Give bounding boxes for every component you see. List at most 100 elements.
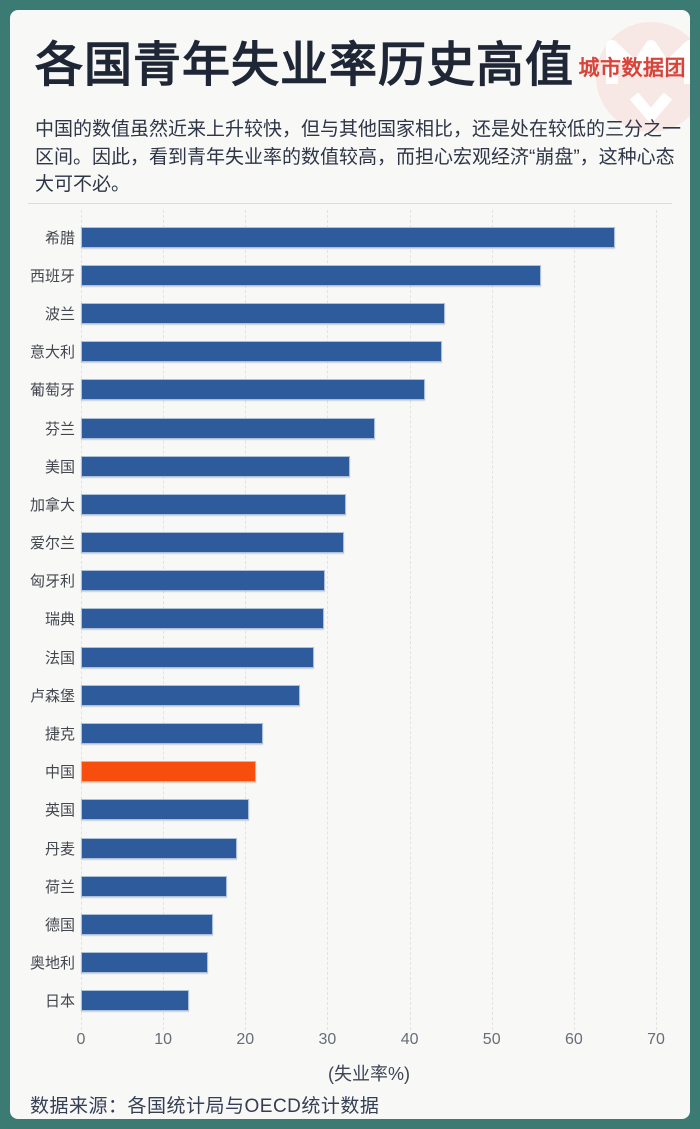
bar-track	[81, 455, 670, 477]
bar	[81, 723, 264, 745]
bar	[81, 913, 214, 935]
country-label: 法国	[44, 649, 75, 667]
x-tick-label: 40	[400, 1030, 419, 1048]
bar	[81, 608, 325, 630]
chart-row: 意大利	[30, 333, 670, 371]
bar-track	[81, 379, 670, 401]
chart-row: 美国	[30, 447, 670, 485]
bar-track	[81, 723, 670, 745]
intro-line: 中国的数值虽然近来上升较快，但与其他国家相比，还是处在较低的三分之一	[35, 119, 682, 140]
chart-row: 中国	[30, 753, 670, 791]
bar	[81, 379, 426, 401]
x-tick-label: 30	[318, 1030, 337, 1048]
gridline	[573, 210, 575, 1030]
bar-track	[81, 341, 670, 363]
chart-rows: 希腊西班牙波兰意大利葡萄牙芬兰美国加拿大爱尔兰匈牙利瑞典法国卢森堡捷克中国英国丹…	[30, 218, 670, 1020]
country-label: 中国	[44, 764, 75, 782]
bar	[81, 570, 325, 592]
bar-track	[81, 913, 670, 935]
chart-row: 芬兰	[30, 409, 670, 447]
bar-track	[81, 761, 670, 783]
country-label: 葡萄牙	[30, 382, 76, 400]
bar	[81, 417, 376, 439]
bar	[81, 837, 238, 859]
bar-track	[81, 264, 670, 286]
chart-row: 法国	[30, 638, 670, 676]
bar-track	[81, 990, 670, 1012]
bar	[81, 799, 249, 821]
cat-logo-icon	[596, 22, 690, 132]
bar	[81, 493, 347, 515]
country-label: 匈牙利	[30, 573, 76, 591]
bar-track	[81, 799, 670, 821]
chart-row: 匈牙利	[30, 562, 670, 600]
country-label: 荷兰	[44, 878, 75, 896]
bar-track	[81, 837, 670, 859]
country-label: 捷克	[44, 726, 75, 744]
chart-row: 荷兰	[30, 867, 670, 905]
logo-text: 城市数据团	[578, 57, 686, 80]
bar-highlight	[81, 761, 256, 783]
bar	[81, 875, 228, 897]
x-axis-label: (失业率%)	[328, 1063, 410, 1084]
x-tick-label: 50	[482, 1030, 501, 1048]
country-label: 丹麦	[44, 840, 75, 858]
x-tick-label: 60	[564, 1030, 583, 1048]
bar-chart: 希腊西班牙波兰意大利葡萄牙芬兰美国加拿大爱尔兰匈牙利瑞典法国卢森堡捷克中国英国丹…	[30, 210, 670, 1086]
chart-row: 捷克	[30, 714, 670, 752]
chart-row: 卢森堡	[30, 676, 670, 714]
bar-track	[81, 417, 670, 439]
chart-row: 波兰	[30, 294, 670, 332]
bar-track	[81, 875, 670, 897]
gridline	[491, 210, 493, 1030]
chart-row: 西班牙	[30, 256, 670, 294]
country-label: 德国	[44, 916, 75, 934]
chart-row: 丹麦	[30, 829, 670, 867]
country-label: 奥地利	[30, 955, 76, 973]
bar	[81, 455, 351, 477]
intro-paragraph: 中国的数值虽然近来上升较快，但与其他国家相比，还是处在较低的三分之一 区间。因此…	[35, 116, 683, 199]
x-axis-ticks: 0 10 20 30 40 50 60 70	[77, 1030, 665, 1051]
country-label: 意大利	[30, 344, 76, 362]
bar	[81, 952, 209, 974]
chart-row: 英国	[30, 791, 670, 829]
chart-row: 爱尔兰	[30, 524, 670, 562]
x-tick-label: 20	[236, 1030, 255, 1048]
gridline	[656, 210, 657, 1030]
chart-row: 葡萄牙	[30, 371, 670, 409]
country-label: 英国	[44, 802, 75, 820]
bar-track	[81, 646, 670, 668]
bar-track	[81, 226, 670, 248]
chart-row: 日本	[30, 982, 670, 1020]
bar-track	[81, 570, 670, 592]
bar-track	[81, 684, 670, 706]
bar	[81, 226, 615, 248]
gridline	[409, 210, 411, 1030]
gridline	[327, 210, 329, 1030]
country-label: 加拿大	[30, 496, 76, 514]
chart-row: 瑞典	[30, 600, 670, 638]
bar-track	[81, 952, 670, 974]
x-tick-label: 10	[154, 1030, 172, 1048]
page-title: 各国青年失业率历史高值	[35, 39, 575, 92]
bar	[81, 264, 541, 286]
bar-track	[81, 532, 670, 554]
country-label: 希腊	[44, 229, 75, 247]
intro-line: 大可不必。	[35, 174, 131, 195]
country-label: 西班牙	[30, 267, 76, 285]
x-tick-label: 70	[647, 1030, 665, 1048]
chart-row: 德国	[30, 905, 670, 943]
chart-row: 希腊	[30, 218, 670, 256]
bar	[81, 646, 314, 668]
bar	[81, 532, 344, 554]
bar-track	[81, 302, 670, 324]
country-label: 波兰	[44, 305, 75, 323]
card: 城市数据团 各国青年失业率历史高值 中国的数值虽然近来上升较快，但与其他国家相比…	[10, 10, 690, 1119]
separator-line	[28, 203, 672, 204]
country-label: 美国	[44, 458, 75, 476]
data-source: 数据来源：各国统计局与OECD统计数据	[30, 1096, 380, 1117]
bar	[81, 302, 445, 324]
x-tick-label: 0	[76, 1030, 86, 1048]
country-label: 瑞典	[44, 611, 75, 629]
country-label: 芬兰	[44, 420, 75, 438]
